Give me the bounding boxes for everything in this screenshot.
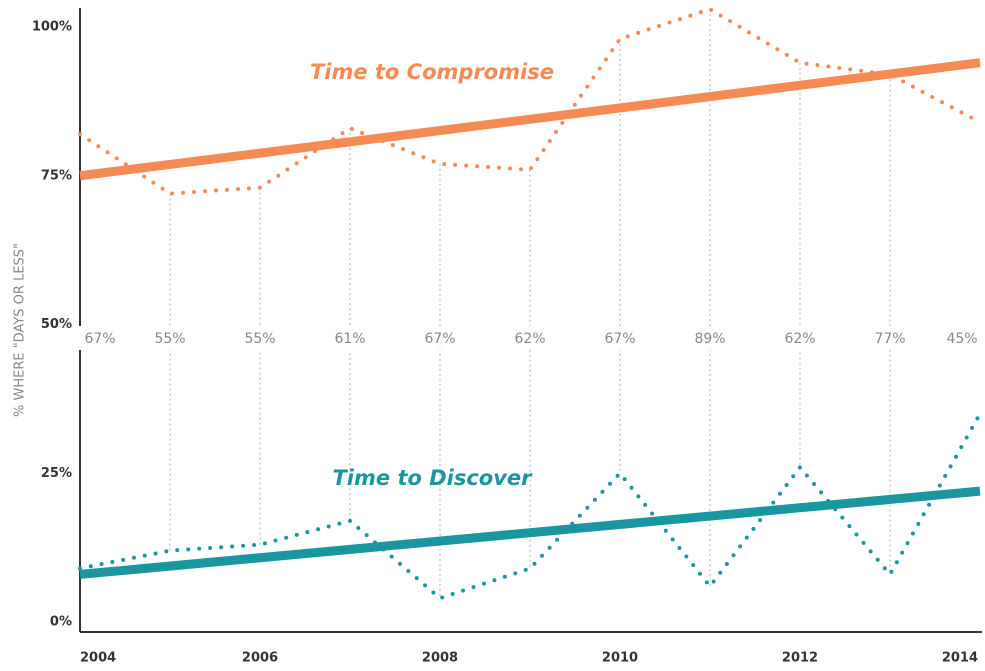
ratio-label: 89% — [694, 331, 725, 347]
ratio-label: 77% — [874, 331, 905, 347]
label-bg — [940, 326, 984, 350]
y-tick-label: 0% — [50, 615, 72, 630]
label-bg — [148, 326, 192, 350]
trend-line — [79, 58, 981, 181]
x-tick-label: 2004 — [80, 651, 116, 666]
label-bg — [238, 326, 282, 350]
label-bg — [688, 326, 732, 350]
ratio-label: 55% — [244, 331, 275, 347]
x-tick-label: 2012 — [782, 651, 818, 666]
ratio-label: 55% — [154, 331, 185, 347]
label-bg — [508, 326, 552, 350]
y-tick-label: 25% — [41, 466, 72, 481]
ratio-label: 67% — [424, 331, 455, 347]
y-tick-label: 100% — [32, 20, 72, 35]
x-tick-label: 2008 — [422, 651, 458, 666]
series-label: Time to Compromise — [310, 60, 554, 84]
label-bg — [328, 326, 372, 350]
ratio-label: 67% — [604, 331, 635, 347]
x-tick-label: 2006 — [242, 651, 278, 666]
y-tick-label: 75% — [41, 168, 72, 183]
label-bg — [78, 326, 122, 350]
ratio-label: 45% — [946, 331, 977, 347]
x-tick-label: 2014 — [942, 651, 978, 666]
ratio-label: 67% — [84, 331, 115, 347]
ratio-label: 62% — [784, 331, 815, 347]
ratio-label: 61% — [334, 331, 365, 347]
y-tick-label: 50% — [41, 317, 72, 332]
label-bg — [598, 326, 642, 350]
label-bg — [868, 326, 912, 350]
series-line — [78, 6, 982, 196]
ratio-label: 62% — [514, 331, 545, 347]
x-tick-label: 2010 — [602, 651, 638, 666]
trend-line — [79, 486, 981, 579]
label-bg — [418, 326, 462, 350]
label-bg — [778, 326, 822, 350]
series-label: Time to Discover — [332, 466, 533, 490]
y-axis-label: % WHERE "DAYS OR LESS" — [13, 243, 28, 417]
